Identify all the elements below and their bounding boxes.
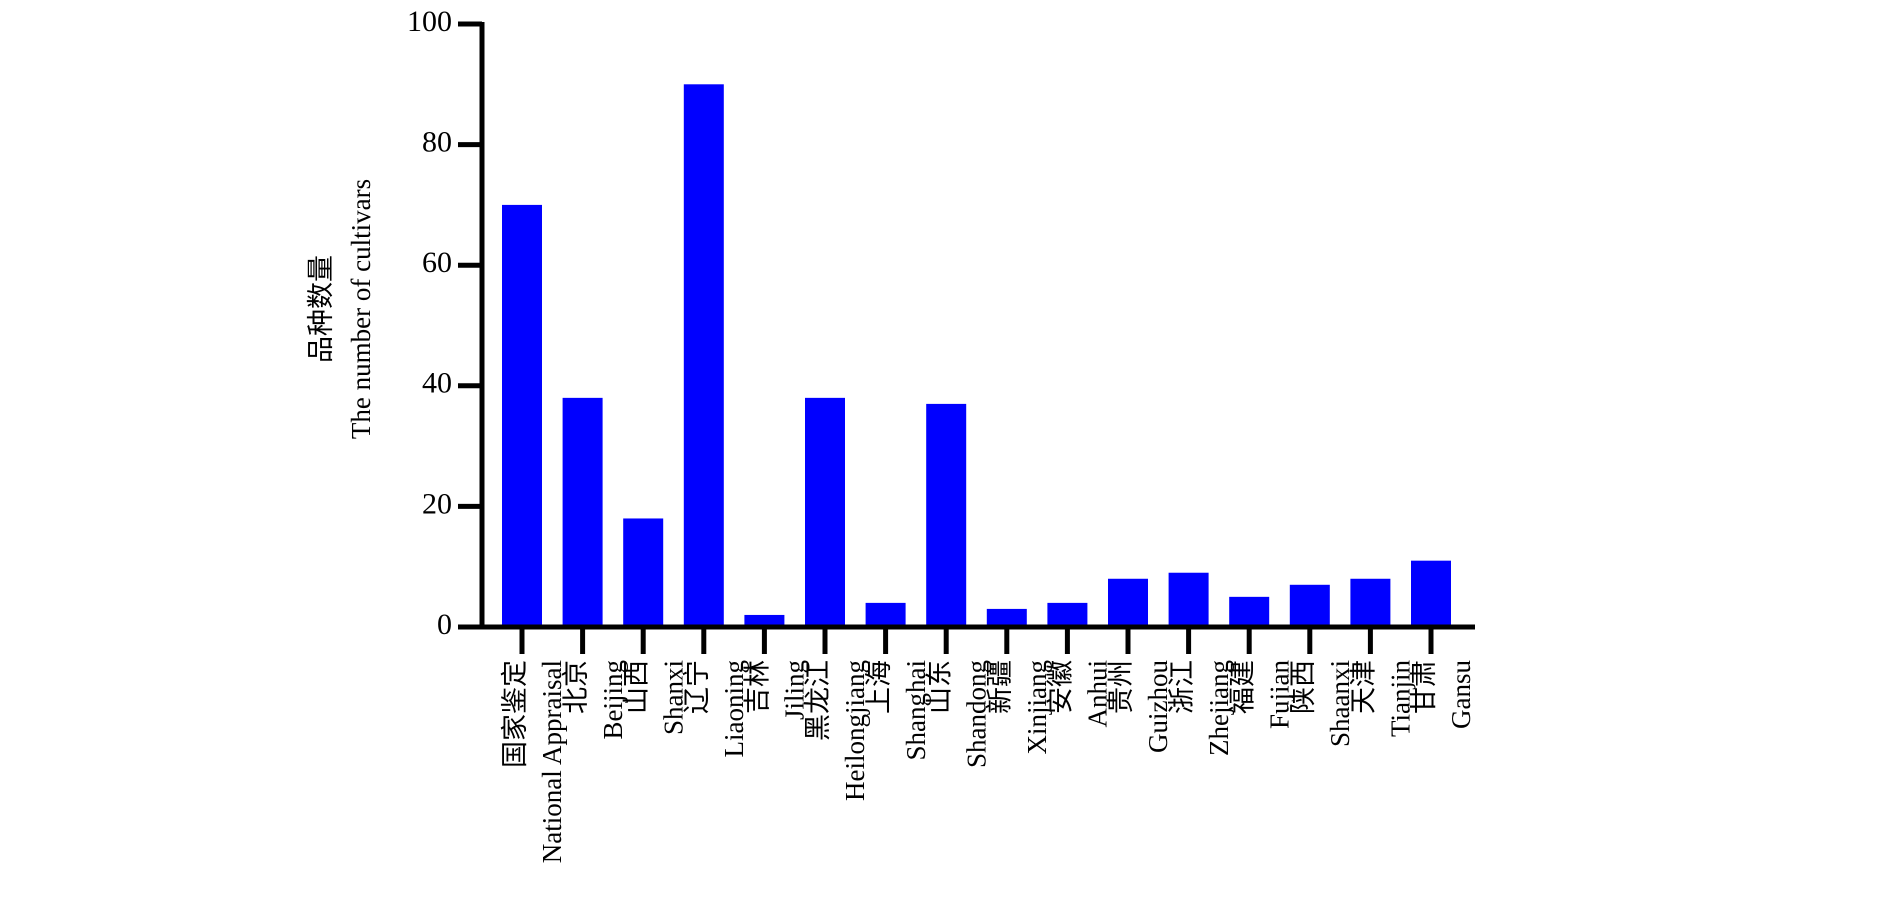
x-tick-label: Shanghai xyxy=(901,660,931,761)
bar xyxy=(1108,578,1148,627)
bar xyxy=(986,608,1027,627)
y-axis-label: The number of cultivars xyxy=(346,179,376,439)
x-tick-label: Guizhou xyxy=(1143,660,1173,753)
x-tick-label: 陕西 xyxy=(1288,660,1318,714)
x-tick-label: 山西 xyxy=(621,660,651,714)
x-tick-label: Shandong xyxy=(961,660,991,768)
x-tick-label: 天津 xyxy=(1349,660,1379,714)
bar xyxy=(562,397,603,627)
bar xyxy=(1350,578,1391,627)
y-tick-label: 60 xyxy=(422,246,452,279)
bar xyxy=(805,397,845,627)
y-tick-label: 0 xyxy=(437,608,452,641)
x-tick-label: 安徽 xyxy=(1046,660,1076,714)
bar xyxy=(1168,572,1209,627)
bar xyxy=(683,84,724,628)
y-tick-label: 20 xyxy=(422,487,452,520)
x-tick-label: Gansu xyxy=(1446,660,1476,729)
x-tick-label: Zhejiang xyxy=(1204,660,1234,756)
y-tick-label: 100 xyxy=(407,5,452,38)
x-tick-label: 黑龙江 xyxy=(803,660,833,741)
bar xyxy=(865,602,906,627)
x-tick-label: Liaoning xyxy=(719,660,749,757)
x-tick-label: Fujian xyxy=(1264,660,1294,730)
x-tick-label: 辽宁 xyxy=(682,660,712,714)
bar xyxy=(926,403,967,627)
x-tick-label: Xinjiang xyxy=(1022,660,1052,755)
y-tick-label: 80 xyxy=(422,125,452,158)
x-tick-label: 北京 xyxy=(561,660,591,714)
x-tick-label: 国家鉴定 xyxy=(500,660,530,768)
x-tick-label: Jiling xyxy=(780,660,810,720)
x-tick-label: Tianjin xyxy=(1386,660,1416,738)
y-tick-label: 40 xyxy=(422,367,452,400)
x-tick-label: 上海 xyxy=(864,660,894,714)
bar xyxy=(502,204,542,627)
x-tick-label: Anhui xyxy=(1083,660,1113,728)
bar xyxy=(623,518,664,627)
y-axis-label: 品种数量 xyxy=(306,255,336,363)
x-tick-label: 吉林 xyxy=(743,660,773,714)
x-tick-label: National Appraisal xyxy=(537,660,567,863)
x-tick-label: Shanxi xyxy=(658,660,688,735)
x-tick-label: 甘肃 xyxy=(1409,660,1439,714)
bar xyxy=(1229,596,1270,627)
x-tick-label: 福建 xyxy=(1227,660,1257,714)
x-tick-label: Heilongjiang xyxy=(840,660,870,801)
x-tick-label: 山东 xyxy=(924,660,954,714)
x-tick-label: 新疆 xyxy=(985,660,1015,714)
bar xyxy=(1411,560,1451,627)
bar xyxy=(1289,584,1330,627)
x-tick-label: Shaanxi xyxy=(1325,660,1355,747)
bar xyxy=(1047,602,1088,627)
x-tick-label: 贵州 xyxy=(1106,660,1136,714)
x-tick-label: Beijing xyxy=(598,660,628,740)
x-tick-label: 浙江 xyxy=(1167,660,1197,714)
bar xyxy=(744,614,785,627)
